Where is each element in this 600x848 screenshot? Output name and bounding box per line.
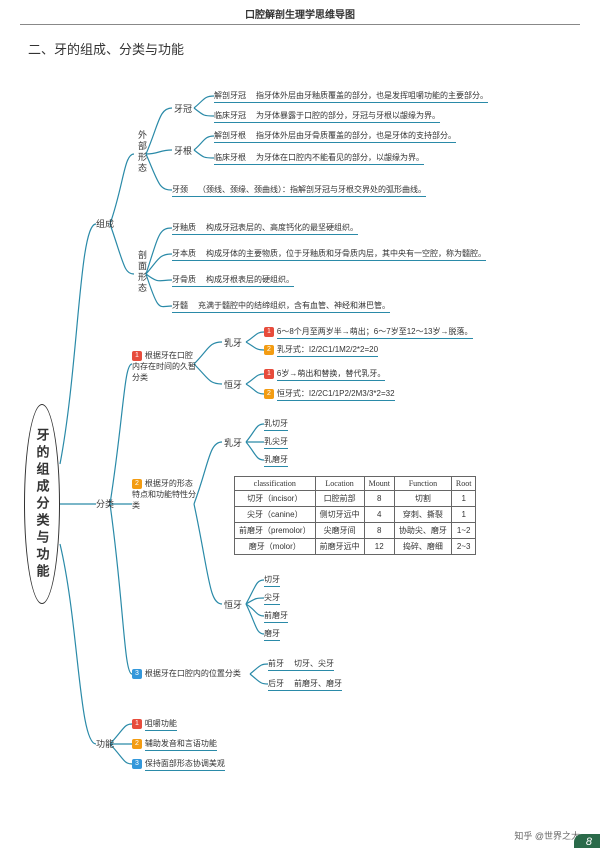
badge-f1-icon: 1 xyxy=(132,719,142,729)
leaf-f2: 2辅助发音和言语功能 xyxy=(132,738,217,751)
badge-2o3-icon: 2 xyxy=(132,479,142,489)
badge-1r-icon: 1 xyxy=(264,327,274,337)
badge-1-icon: 1 xyxy=(132,351,142,361)
table-row: 尖牙（canine）侧切牙远中4穿刺、撕裂1 xyxy=(235,507,476,523)
badge-f3-icon: 3 xyxy=(132,759,142,769)
leaf-c2d-1: 乳切牙 xyxy=(264,418,288,431)
root-node: 牙的组成分类与功能 xyxy=(24,404,60,604)
badge-3b-icon: 3 xyxy=(132,669,142,679)
leaf-neck: 牙颈（颈线、颈缘、颈曲线）：指解剖牙冠与牙根交界处的弧形曲线。 xyxy=(172,184,426,197)
table-row: 切牙（incisor）口腔前部8切割1 xyxy=(235,491,476,507)
classification-table: classificationLocationMountFunctionRoot … xyxy=(234,476,476,555)
leaf-c1p-2: 2恒牙式：I2/2C1/1P2/2M3/3*2=32 xyxy=(264,388,395,401)
footer-credit: 知乎 @世界之大 xyxy=(514,829,580,842)
leaf-f3: 3保持面部形态协调美观 xyxy=(132,758,225,771)
node-root: 牙根 xyxy=(172,144,194,157)
leaf-c2p-1: 切牙 xyxy=(264,574,280,587)
node-c1-decid: 乳牙 xyxy=(222,336,244,349)
node-poumian: 剖面形态 xyxy=(134,250,151,294)
leaf-crown-2: 临床牙冠为牙体暴露于口腔的部分，牙冠与牙根以龈缘为界。 xyxy=(214,110,440,123)
leaf-c1d-2: 2乳牙式：I2/2C1/1M2/2*2=20 xyxy=(264,344,378,357)
node-c3: 3根据牙在口腔内的位置分类 xyxy=(132,668,241,679)
leaf-root-2: 临床牙根为牙体在口腔内不能看见的部分，以龈缘为界。 xyxy=(214,152,424,165)
leaf-dentin: 牙本质构成牙体的主要物质，位于牙釉质和牙骨质内层，其中央有一空腔，称为髓腔。 xyxy=(172,248,486,261)
mindmap: 牙的组成分类与功能 组成 外部形态 剖面形态 牙冠 解剖牙冠指牙体外层由牙釉质覆… xyxy=(24,64,584,804)
node-zucheng: 组成 xyxy=(94,217,116,230)
node-waibu: 外部形态 xyxy=(134,130,151,174)
root-label: 牙的组成分类与功能 xyxy=(33,428,52,581)
table-header: classification xyxy=(235,477,316,491)
section-title: 二、牙的组成、分类与功能 xyxy=(28,39,600,58)
table-header: Function xyxy=(394,477,451,491)
node-c1-perm: 恒牙 xyxy=(222,378,244,391)
connector-lines xyxy=(24,64,584,804)
leaf-c2p-4: 磨牙 xyxy=(264,628,280,641)
leaf-cementum: 牙骨质构成牙根表层的硬组织。 xyxy=(172,274,294,287)
leaf-c2p-3: 前磨牙 xyxy=(264,610,288,623)
badge-1r2-icon: 1 xyxy=(264,369,274,379)
leaf-c1p-1: 16岁→萌出和替换，替代乳牙。 xyxy=(264,368,385,381)
leaf-root-1: 解剖牙根指牙体外层由牙骨质覆盖的部分，也是牙体的支持部分。 xyxy=(214,130,456,143)
leaf-crown-1: 解剖牙冠指牙体外层由牙釉质覆盖的部分，也是发挥咀嚼功能的主要部分。 xyxy=(214,90,488,103)
leaf-c3-back: 后牙前磨牙、磨牙 xyxy=(268,678,342,691)
table-header: Root xyxy=(451,477,476,491)
leaf-pulp: 牙髓充满于髓腔中的结缔组织，含有血管、神经和淋巴管。 xyxy=(172,300,390,313)
node-c2-perm: 恒牙 xyxy=(222,598,244,611)
node-c2: 2根据牙的形态特点和功能特性分类 xyxy=(132,478,196,511)
leaf-c3-front: 前牙切牙、尖牙 xyxy=(268,658,334,671)
badge-2o-icon: 2 xyxy=(264,345,274,355)
leaf-c2d-3: 乳磨牙 xyxy=(264,454,288,467)
leaf-c2p-2: 尖牙 xyxy=(264,592,280,605)
table-row: 磨牙（molor）前磨牙远中12捣碎、磨细2~3 xyxy=(235,539,476,555)
badge-2o2-icon: 2 xyxy=(264,389,274,399)
table-row: 前磨牙（premolor）尖磨牙间8协助尖、磨牙1~2 xyxy=(235,523,476,539)
leaf-c1d-1: 16～8个月至两岁半→萌出；6～7岁至12～13岁→脱落。 xyxy=(264,326,473,339)
badge-f2-icon: 2 xyxy=(132,739,142,749)
leaf-f1: 1咀嚼功能 xyxy=(132,718,177,731)
leaf-enamel: 牙釉质构成牙冠表层的、高度钙化的最坚硬组织。 xyxy=(172,222,358,235)
node-c1: 1根据牙在口腔内存在时间的久暂分类 xyxy=(132,350,196,383)
node-gongneng: 功能 xyxy=(94,737,116,750)
node-crown: 牙冠 xyxy=(172,102,194,115)
leaf-c2d-2: 乳尖牙 xyxy=(264,436,288,449)
table-header: Location xyxy=(315,477,364,491)
table-header: Mount xyxy=(364,477,394,491)
node-fenlei: 分类 xyxy=(94,497,116,510)
node-c2-decid: 乳牙 xyxy=(222,436,244,449)
doc-header: 口腔解剖生理学思维导图 xyxy=(20,0,580,25)
page-number: 8 xyxy=(574,834,600,848)
